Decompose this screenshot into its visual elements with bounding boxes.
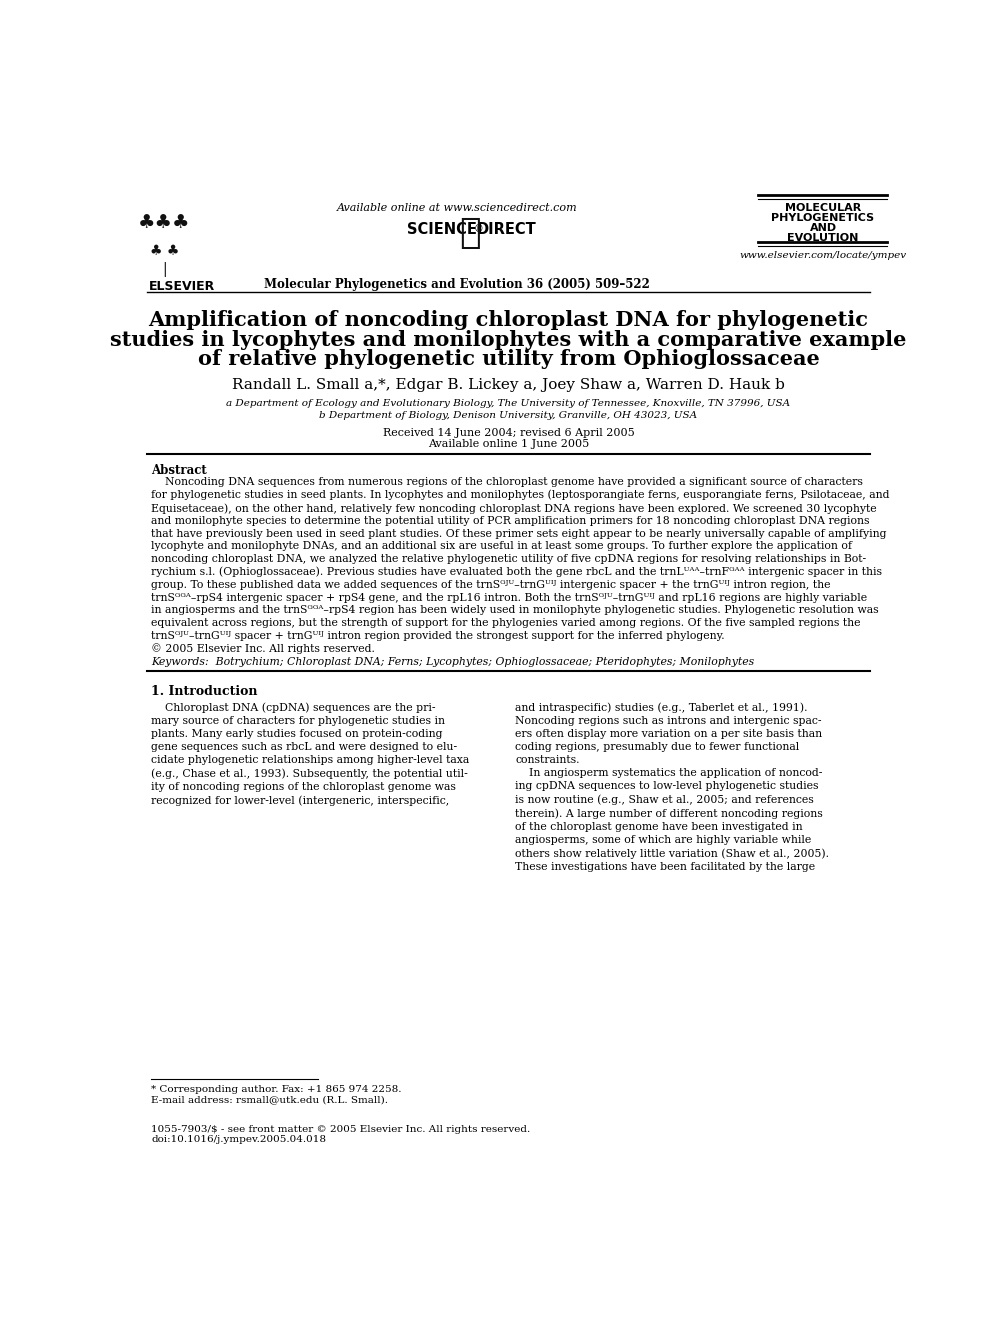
Text: Available online 1 June 2005: Available online 1 June 2005 xyxy=(428,439,589,448)
Text: E-mail address: rsmall@utk.edu (R.L. Small).: E-mail address: rsmall@utk.edu (R.L. Sma… xyxy=(151,1095,388,1105)
Text: Amplification of noncoding chloroplast DNA for phylogenetic: Amplification of noncoding chloroplast D… xyxy=(149,311,868,331)
Text: MOLECULAR: MOLECULAR xyxy=(785,204,861,213)
Text: Abstract: Abstract xyxy=(151,463,207,476)
Text: of relative phylogenetic utility from Ophioglossaceae: of relative phylogenetic utility from Op… xyxy=(197,349,819,369)
Text: Chloroplast DNA (cpDNA) sequences are the pri-
mary source of characters for phy: Chloroplast DNA (cpDNA) sequences are th… xyxy=(151,703,469,806)
Text: b Department of Biology, Denison University, Granville, OH 43023, USA: b Department of Biology, Denison Univers… xyxy=(319,410,697,419)
Text: Received 14 June 2004; revised 6 April 2005: Received 14 June 2004; revised 6 April 2… xyxy=(383,429,634,438)
Text: doi:10.1016/j.ympev.2005.04.018: doi:10.1016/j.ympev.2005.04.018 xyxy=(151,1135,326,1144)
Text: www.elsevier.com/locate/ympev: www.elsevier.com/locate/ympev xyxy=(739,251,907,261)
Text: DIRECT: DIRECT xyxy=(476,222,537,237)
Text: * Corresponding author. Fax: +1 865 974 2258.: * Corresponding author. Fax: +1 865 974 … xyxy=(151,1085,402,1094)
Text: studies in lycophytes and monilophytes with a comparative example: studies in lycophytes and monilophytes w… xyxy=(110,329,907,349)
Text: and intraspecific) studies (e.g., Taberlet et al., 1991).
Noncoding regions such: and intraspecific) studies (e.g., Taberl… xyxy=(516,703,829,872)
Text: Available online at www.sciencedirect.com: Available online at www.sciencedirect.co… xyxy=(337,204,577,213)
Text: 1055-7903/$ - see front matter © 2005 Elsevier Inc. All rights reserved.: 1055-7903/$ - see front matter © 2005 El… xyxy=(151,1125,531,1134)
Text: Molecular Phylogenetics and Evolution 36 (2005) 509–522: Molecular Phylogenetics and Evolution 36… xyxy=(264,278,650,291)
Text: ELSEVIER: ELSEVIER xyxy=(149,280,215,294)
Text: a Department of Ecology and Evolutionary Biology, The University of Tennessee, K: a Department of Ecology and Evolutionary… xyxy=(226,400,791,407)
Text: AND: AND xyxy=(809,224,836,233)
Text: 1. Introduction: 1. Introduction xyxy=(151,685,258,697)
Text: ⓐ: ⓐ xyxy=(459,216,481,250)
Text: PHYLOGENETICS: PHYLOGENETICS xyxy=(772,213,875,224)
Text: Noncoding DNA sequences from numerous regions of the chloroplast genome have pro: Noncoding DNA sequences from numerous re… xyxy=(151,476,890,655)
Text: SCIENCE: SCIENCE xyxy=(407,222,477,237)
Text: Keywords:  Botrychium; Chloroplast DNA; Ferns; Lycophytes; Ophioglossaceae; Pter: Keywords: Botrychium; Chloroplast DNA; F… xyxy=(151,658,754,667)
Text: EVOLUTION: EVOLUTION xyxy=(788,233,859,243)
Text: ®: ® xyxy=(473,224,483,234)
Text: Randall L. Small a,*, Edgar B. Lickey a, Joey Shaw a, Warren D. Hauk b: Randall L. Small a,*, Edgar B. Lickey a,… xyxy=(232,378,785,392)
